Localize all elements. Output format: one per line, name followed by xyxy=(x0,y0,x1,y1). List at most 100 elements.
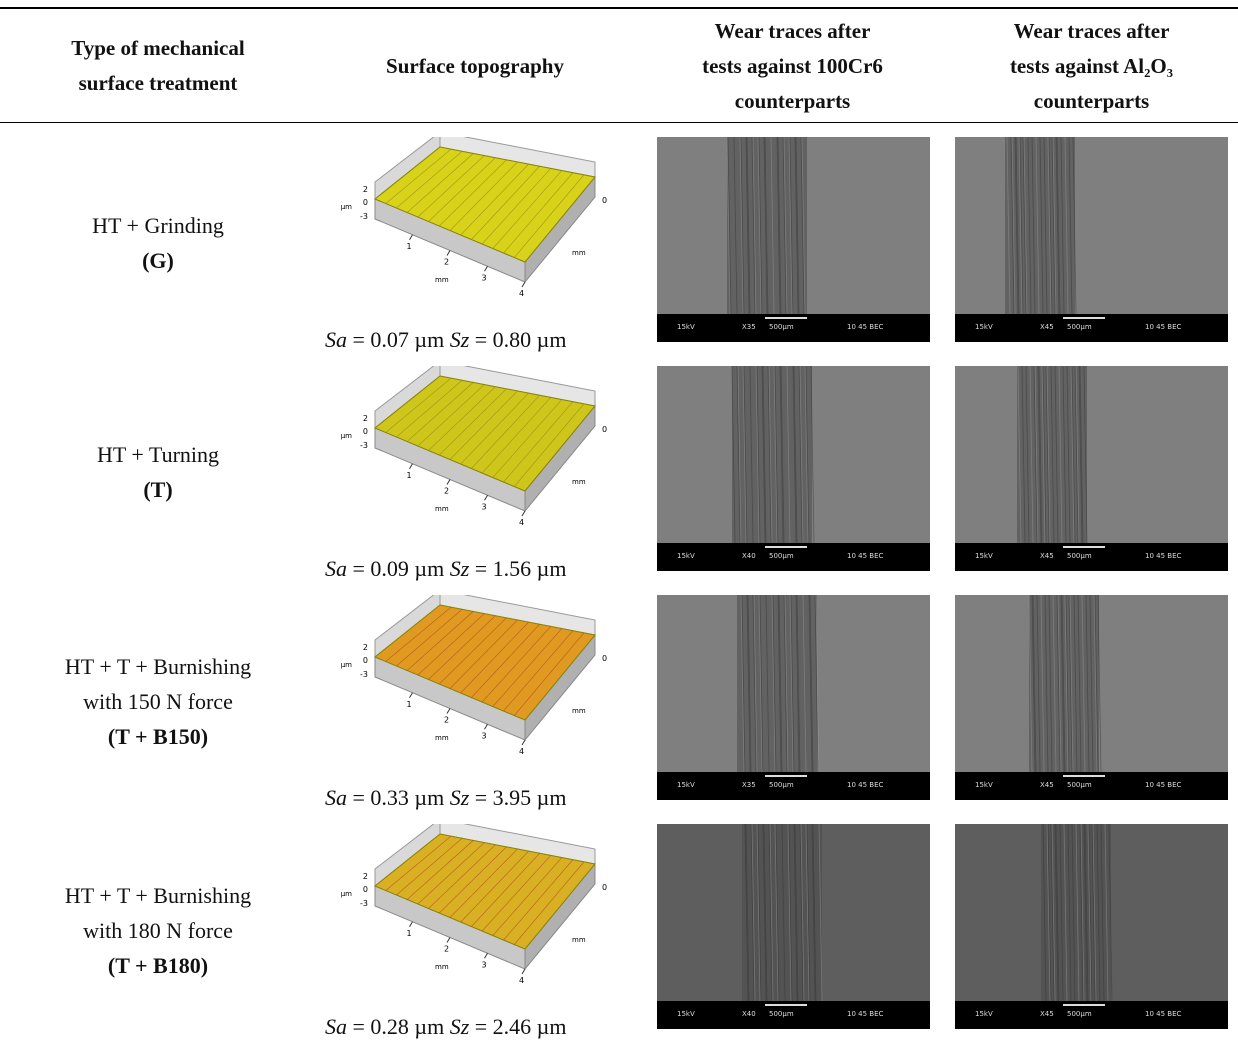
treatment-line: HT + Turning xyxy=(10,437,306,472)
x-tick-label: 4 xyxy=(519,289,524,298)
y-tick-label: 0 xyxy=(602,883,607,892)
x-tick xyxy=(522,969,525,974)
z-tick-label: 0 xyxy=(363,885,368,894)
sem-scale: 500µm xyxy=(1067,781,1092,789)
x-tick-label: 2 xyxy=(444,945,449,954)
sem-voltage: 15kV xyxy=(975,1010,993,1018)
z-tick-label: -3 xyxy=(360,212,368,221)
roughness-value: = 0.33 µm xyxy=(353,785,445,810)
sem-scale: 500µm xyxy=(769,552,794,560)
sem-image: 15kVX35500µm10 45 BEC xyxy=(657,595,930,800)
roughness-value: = 1.56 µm xyxy=(475,556,567,581)
header-cell: Type of mechanicalsurface treatment xyxy=(10,0,306,122)
roughness-symbol: Sa xyxy=(325,1014,347,1039)
wear-band xyxy=(732,366,812,543)
z-tick-label: -3 xyxy=(360,899,368,908)
x-unit: mm xyxy=(435,276,449,284)
treatment-cell: HT + Grinding(G) xyxy=(10,208,306,278)
y-unit: mm xyxy=(572,707,586,715)
sem-voltage: 15kV xyxy=(975,323,993,331)
x-tick-label: 1 xyxy=(407,242,412,251)
surface-topography-plot: 20-3µm1234mm0mm xyxy=(340,595,610,785)
x-tick xyxy=(410,235,413,240)
y-tick-label: 0 xyxy=(602,425,607,434)
sem-label: 10 45 BEC xyxy=(1145,781,1181,789)
treatment-line: HT + Grinding xyxy=(10,208,306,243)
roughness: Sa = 0.07 µm Sz = 0.80 µm xyxy=(325,327,566,353)
z-tick-label: 2 xyxy=(363,414,368,423)
z-tick-label: 2 xyxy=(363,872,368,881)
x-tick-label: 1 xyxy=(407,929,412,938)
x-tick-label: 3 xyxy=(482,960,487,969)
sem-image: 15kVX45500µm10 45 BEC xyxy=(955,595,1228,800)
y-tick-label: 0 xyxy=(602,196,607,205)
y-unit: mm xyxy=(572,249,586,257)
roughness-value: = 2.46 µm xyxy=(475,1014,567,1039)
sem-scale: 500µm xyxy=(769,1010,794,1018)
sem-scale: 500µm xyxy=(1067,323,1092,331)
x-tick-label: 4 xyxy=(519,976,524,985)
z-tick-label: 0 xyxy=(363,198,368,207)
roughness-symbol: Sa xyxy=(325,327,347,352)
surface-topography-plot: 20-3µm1234mm0mm xyxy=(340,366,610,556)
surface-topography-plot: 20-3µm1234mm0mm xyxy=(340,137,610,327)
x-tick-label: 1 xyxy=(407,471,412,480)
x-tick xyxy=(522,511,525,516)
x-tick-label: 2 xyxy=(444,487,449,496)
treatment-line: with 180 N force xyxy=(10,913,306,948)
treatment-code: (G) xyxy=(10,243,306,278)
x-tick-label: 3 xyxy=(482,273,487,282)
x-unit: mm xyxy=(435,505,449,513)
sem-magnification: X35 xyxy=(742,323,756,331)
roughness: Sa = 0.28 µm Sz = 2.46 µm xyxy=(325,1014,566,1040)
roughness-value: = 0.28 µm xyxy=(353,1014,445,1039)
x-tick-label: 3 xyxy=(482,502,487,511)
sem-label: 10 45 BEC xyxy=(1145,1010,1181,1018)
header-line: Surface topography xyxy=(320,49,630,84)
header-line: Wear traces after xyxy=(945,14,1238,49)
wear-band xyxy=(727,137,807,314)
x-tick xyxy=(485,495,488,500)
treatment-cell: HT + Turning(T) xyxy=(10,437,306,507)
x-tick-label: 4 xyxy=(519,518,524,527)
sem-magnification: X40 xyxy=(742,552,756,560)
x-tick xyxy=(522,740,525,745)
sem-image: 15kVX45500µm10 45 BEC xyxy=(955,824,1228,1029)
wear-band xyxy=(737,595,817,772)
treatment-line: with 150 N force xyxy=(10,684,306,719)
x-unit: mm xyxy=(435,734,449,742)
z-unit: µm xyxy=(341,890,352,898)
treatment-code: (T + B150) xyxy=(10,719,306,754)
sem-label: 10 45 BEC xyxy=(847,781,883,789)
x-tick xyxy=(485,953,488,958)
sem-image: 15kVX40500µm10 45 BEC xyxy=(657,824,930,1029)
sem-background xyxy=(955,137,1228,342)
z-tick-label: 0 xyxy=(363,427,368,436)
sem-magnification: X45 xyxy=(1040,323,1054,331)
sem-voltage: 15kV xyxy=(975,781,993,789)
header-cell: Surface topography xyxy=(320,0,630,122)
z-tick-label: 0 xyxy=(363,656,368,665)
x-tick xyxy=(410,464,413,469)
sem-label: 10 45 BEC xyxy=(847,323,883,331)
sem-voltage: 15kV xyxy=(677,323,695,331)
x-tick-label: 3 xyxy=(482,731,487,740)
sem-magnification: X45 xyxy=(1040,552,1054,560)
sem-scale: 500µm xyxy=(1067,552,1092,560)
sem-voltage: 15kV xyxy=(677,552,695,560)
sem-voltage: 15kV xyxy=(677,1010,695,1018)
z-unit: µm xyxy=(341,203,352,211)
header-line: counterparts xyxy=(640,84,945,119)
x-tick xyxy=(485,266,488,271)
treatment-line: HT + T + Burnishing xyxy=(10,878,306,913)
treatment-code: (T + B180) xyxy=(10,948,306,983)
y-tick-label: 0 xyxy=(602,654,607,663)
roughness-value: = 0.07 µm xyxy=(353,327,445,352)
roughness-symbol: Sz xyxy=(450,327,470,352)
header-line: Type of mechanical xyxy=(10,31,306,66)
x-tick xyxy=(447,709,450,714)
header-line: counterparts xyxy=(945,84,1238,119)
x-unit: mm xyxy=(435,963,449,971)
z-tick-label: -3 xyxy=(360,670,368,679)
